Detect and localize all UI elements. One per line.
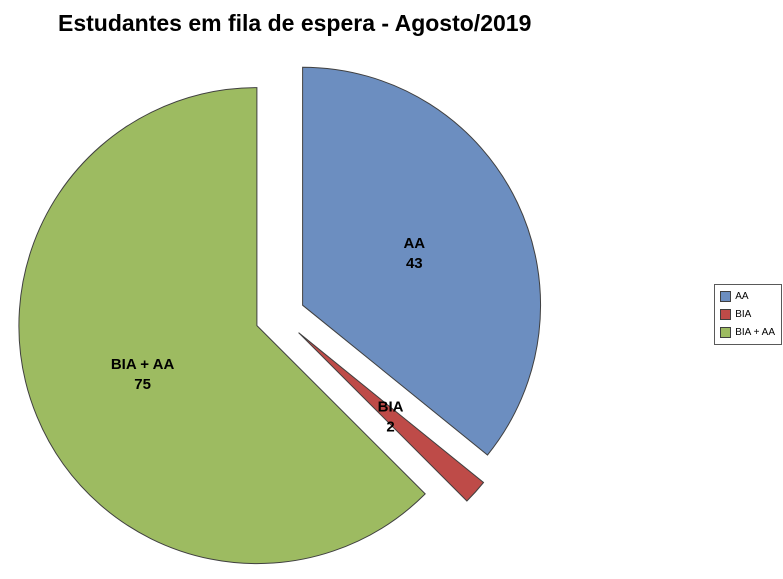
legend-item-bia: BIA [720,309,775,320]
legend-item-bia-aa: BIA + AA [720,327,775,338]
slice-label-aa: AA 43 [403,235,425,272]
legend-item-label: BIA [735,309,752,320]
slice-label-bia-aa: BIA + AA 75 [111,356,175,393]
pie-slice-bia-aa [18,87,426,565]
chart-legend: AA BIA BIA + AA [714,284,782,345]
legend-swatch-aa [720,291,732,302]
legend-item-aa: AA [720,291,775,302]
legend-swatch-bia-aa [720,327,732,338]
pie-slice-aa [302,66,542,456]
legend-item-label: AA [735,291,749,302]
pie-slice-bia [298,332,485,502]
legend-item-label: BIA + AA [735,327,775,338]
slice-label-bia: BIA 2 [378,399,404,436]
chart-title: Estudantes em fila de espera - Agosto/20… [58,10,532,36]
legend-swatch-bia [720,309,732,320]
slice-labels: AA 43 BIA 2 BIA + AA 75 [111,235,425,436]
pie-slices [18,66,542,565]
